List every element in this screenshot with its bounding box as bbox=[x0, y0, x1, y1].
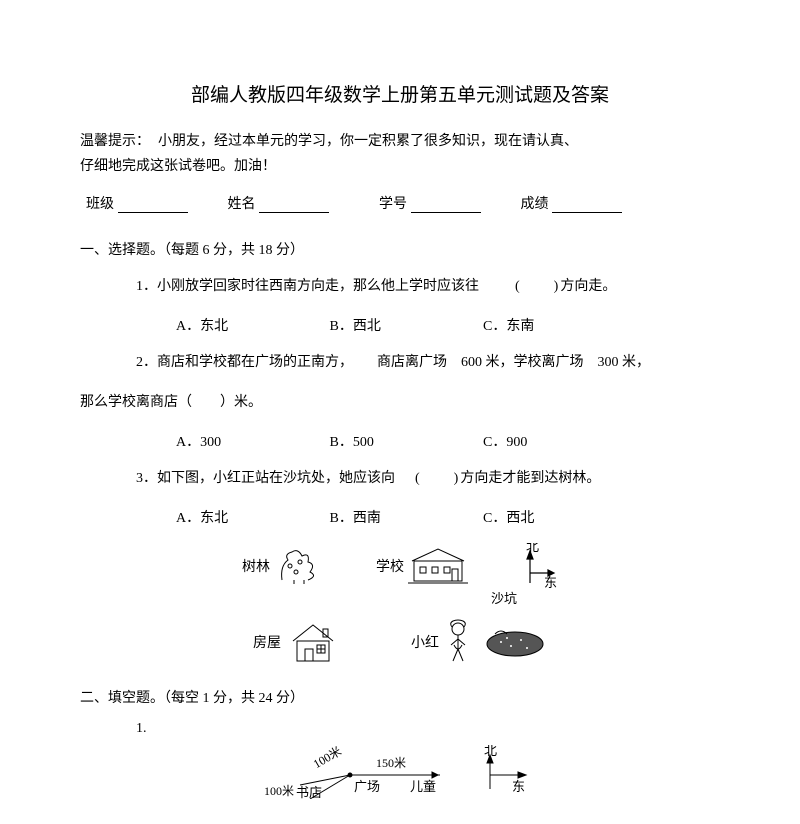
plaza-label: 广场 bbox=[354, 779, 380, 794]
q2-c[interactable]: C．900 bbox=[483, 431, 527, 451]
q2: 2．商店和学校都在广场的正南方， 商店离广场 600 米，学校离广场 300 米， bbox=[136, 351, 720, 375]
blank-score[interactable] bbox=[552, 198, 622, 213]
xiaohong-illust: 小红 沙坑 bbox=[411, 619, 547, 665]
q1-text: 1．小刚放学回家时往西南方向走，那么他上学时应该往 bbox=[136, 279, 479, 294]
m100a: 100米 bbox=[311, 745, 344, 771]
school-label: 学校 bbox=[376, 556, 404, 576]
house-label: 房屋 bbox=[253, 632, 281, 652]
q1-c[interactable]: C．东南 bbox=[483, 315, 534, 335]
sand-label: 沙坑 bbox=[491, 588, 517, 607]
compass2-east: 东 bbox=[512, 779, 525, 794]
map-diagram-icon: 150米 100米 100米 书店 广场 儿童 北 东 bbox=[250, 745, 550, 799]
label-score: 成绩 bbox=[521, 197, 549, 212]
q3-opts: A．东北 B．西南 C．西北 bbox=[176, 507, 720, 527]
section1-head: 一、选择题。（每题 6 分，共 18 分） bbox=[80, 239, 720, 259]
q2-opts: A．300 B．500 C．900 bbox=[176, 431, 720, 451]
q2-b[interactable]: B．500 bbox=[330, 431, 480, 451]
forest-icon bbox=[274, 546, 326, 586]
q2-t2: 商店离广场 bbox=[377, 355, 447, 370]
q1-b[interactable]: B．西北 bbox=[330, 315, 480, 335]
blank-name[interactable] bbox=[259, 198, 329, 213]
q3-paren[interactable]: ( ) bbox=[415, 471, 460, 486]
q3: 3．如下图，小红正站在沙坑处，她应该向 ( )方向走才能到达树林。 bbox=[136, 467, 720, 491]
figure-3: 150米 100米 100米 书店 广场 儿童 北 东 bbox=[80, 745, 720, 799]
compass-icon: 北 东 bbox=[518, 543, 558, 589]
m100b: 100米 bbox=[264, 784, 294, 798]
figure-row-2: 房屋 小红 沙坑 bbox=[80, 619, 720, 665]
form-row: 班级 姓名 学号 成绩 bbox=[80, 193, 720, 213]
hint-label: 温馨提示： bbox=[80, 134, 150, 149]
label-sid: 学号 bbox=[379, 197, 407, 212]
forest-label: 树林 bbox=[242, 556, 270, 576]
section2-head: 二、填空题。（每空 1 分，共 24 分） bbox=[80, 687, 720, 707]
girl-icon bbox=[443, 619, 473, 665]
xiaohong-label: 小红 bbox=[411, 632, 439, 652]
compass-north: 北 bbox=[526, 543, 539, 554]
q2-1: 1. bbox=[136, 721, 720, 737]
q2-a[interactable]: A．300 bbox=[176, 431, 326, 451]
hint-line1: 小朋友，经过本单元的学习，你一定积累了很多知识，现在请认真、 bbox=[158, 134, 578, 149]
hint-block: 温馨提示： 小朋友，经过本单元的学习，你一定积累了很多知识，现在请认真、 仔细地完… bbox=[80, 129, 720, 179]
q2-v2: 300 米， bbox=[598, 355, 651, 370]
school-icon bbox=[408, 545, 468, 587]
q1-paren[interactable]: ( ) bbox=[515, 279, 560, 294]
sandpit-icon bbox=[477, 624, 547, 660]
label-class: 班级 bbox=[86, 197, 114, 212]
school-illust: 学校 bbox=[376, 545, 468, 587]
q1-a[interactable]: A．东北 bbox=[176, 315, 326, 335]
hint-line2: 仔细地完成这张试卷吧。加油！ bbox=[80, 159, 276, 174]
shop-label: 书店 bbox=[296, 785, 322, 799]
label-name: 姓名 bbox=[228, 197, 256, 212]
q1-tail: 方向走。 bbox=[560, 279, 616, 294]
child-label: 儿童 bbox=[410, 779, 436, 794]
q3-a[interactable]: A．东北 bbox=[176, 507, 326, 527]
q3-tail: 方向走才能到达树林。 bbox=[460, 471, 600, 486]
house-illust: 房屋 bbox=[253, 619, 341, 665]
m150: 150米 bbox=[376, 756, 406, 770]
compass2-north: 北 bbox=[484, 745, 497, 758]
forest-illust: 树林 bbox=[242, 546, 326, 586]
q2-v1: 600 米，学校离广场 bbox=[461, 355, 584, 370]
house-icon bbox=[285, 619, 341, 665]
q2-cont: 那么学校离商店（ ）米。 bbox=[80, 391, 720, 415]
q1-opts: A．东北 B．西北 C．东南 bbox=[176, 315, 720, 335]
figure-row-1: 树林 学校 北 东 bbox=[80, 543, 720, 589]
q1: 1．小刚放学回家时往西南方向走，那么他上学时应该往 ( )方向走。 bbox=[136, 275, 720, 299]
q3-c[interactable]: C．西北 bbox=[483, 507, 534, 527]
q2-t1: 2．商店和学校都在广场的正南方， bbox=[136, 355, 353, 370]
page-title: 部编人教版四年级数学上册第五单元测试题及答案 bbox=[80, 80, 720, 107]
blank-class[interactable] bbox=[118, 198, 188, 213]
blank-sid[interactable] bbox=[411, 198, 481, 213]
q3-b[interactable]: B．西南 bbox=[330, 507, 480, 527]
q3-text: 3．如下图，小红正站在沙坑处，她应该向 bbox=[136, 471, 395, 486]
compass-east: 东 bbox=[544, 575, 557, 589]
